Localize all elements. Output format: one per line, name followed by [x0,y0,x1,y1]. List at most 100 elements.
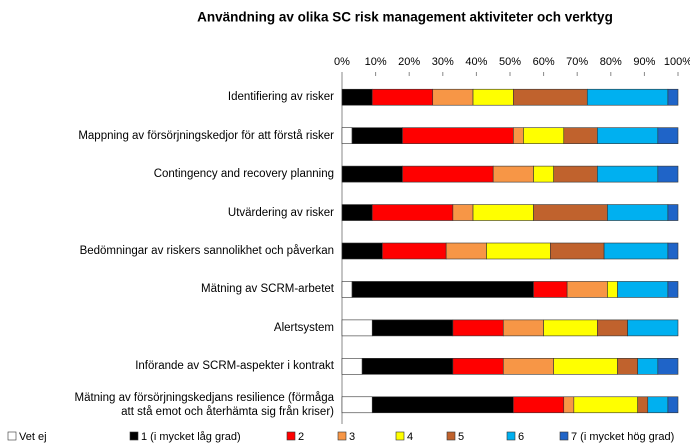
bar-segment [637,358,659,375]
bar-segment [533,165,554,183]
bar-segment [667,281,679,298]
x-tick-label: 60% [533,56,555,68]
legend-label: 6 [518,431,524,443]
x-tick-label: 0% [334,56,350,68]
bar-segment [553,165,598,183]
bar-segment [513,88,588,106]
bar-segment [371,88,434,106]
bar-segment [382,242,447,260]
legend-label: 1 (i mycket låg grad) [141,431,241,443]
bar-segment [563,127,598,144]
bar-segment [667,242,679,260]
x-tick-label: 80% [600,56,622,68]
x-tick-label: 70% [566,56,588,68]
bar-segment [566,281,608,298]
bar-segment [341,127,353,144]
bar-segment [667,204,679,221]
x-tick-label: 30% [432,56,454,68]
bar-segment [432,88,474,106]
bar-segment [341,165,403,183]
bar-segment [627,319,679,337]
legend-swatch [7,431,17,441]
bar-segment [402,165,494,183]
legend-swatch [559,431,569,441]
bar-segment [617,281,669,298]
bar-segment [667,396,679,414]
x-tick-label: 50% [499,56,521,68]
chart-title: Användning av olika SC risk management a… [197,10,613,25]
legend-label: 5 [458,431,464,443]
bar-segment [371,396,514,414]
legend-swatch [129,431,139,441]
bar-segment [553,358,618,375]
bar-segment [543,319,598,337]
bar-segment [341,88,373,106]
category-label: Contingency and recovery planning [153,168,334,181]
x-tick-label: 90% [633,56,655,68]
x-tick-label: 10% [365,56,387,68]
bar-segment [486,242,551,260]
bar-segment [647,396,669,414]
bar-segment [637,396,649,414]
category-label: Mätning av SCRM-arbetet [201,283,334,296]
bar-segment [586,88,669,106]
legend-label: 7 (i mycket hög grad) [571,431,674,443]
bar-segment [351,281,534,298]
bar-segment [341,396,373,414]
legend-swatch [286,431,296,441]
bar-segment [341,204,373,221]
bar-segment [617,358,638,375]
bar-segment [513,396,565,414]
bar-segment [371,319,454,337]
bar-segment [533,204,608,221]
bar-segment [341,242,383,260]
bar-segment [452,204,474,221]
x-tick-label: 20% [398,56,420,68]
bar-segment [563,396,575,414]
bar-segment [341,319,373,337]
legend-label: 3 [349,431,355,443]
legend-label: 4 [407,431,413,443]
category-label: Mätning av försörjningskedjans resilienc… [74,391,334,418]
legend-swatch [446,431,456,441]
category-label: Identifiering av risker [227,91,334,104]
bar-segment [607,281,618,298]
bar-segment [513,127,524,144]
bar-segment [371,204,454,221]
legend-swatch [506,431,516,441]
bar-segment [657,127,679,144]
legend-swatch [395,431,405,441]
category-label: Införande av SCRM-aspekter i kontrakt [135,360,334,373]
bar-segment [452,319,504,337]
bar-segment [472,204,534,221]
legend-label: 2 [298,431,304,443]
bar-segment [657,165,679,183]
bar-segment [472,88,514,106]
bar-segment [492,165,534,183]
bar-segment [607,204,669,221]
category-label: Utvärdering av risker [227,206,334,219]
bar-segment [502,319,544,337]
category-label: Bedömningar av riskers sannolikhet och p… [79,245,334,257]
bar-segment [573,396,638,414]
bar-segment [603,242,669,260]
bar-segment [597,165,659,183]
bar-segment [667,88,679,106]
bar-segment [502,358,554,375]
bar-segment [597,127,659,144]
bar-segment [361,358,454,375]
x-tick-label: 40% [465,56,487,68]
bar-segment [597,319,628,337]
legend-swatch [337,431,347,441]
bar-segment [523,127,565,144]
bar-segment [533,281,568,298]
bar-segment [402,127,514,144]
bar-segment [550,242,605,260]
x-tick-label: 100% [664,56,690,68]
bar-segment [341,358,363,375]
category-label: Mappning av försörjningskedjor för att f… [78,129,334,142]
category-label: Alertsystem [273,321,334,334]
bar-segment [341,281,353,298]
legend-label: Vet ej [19,431,47,443]
